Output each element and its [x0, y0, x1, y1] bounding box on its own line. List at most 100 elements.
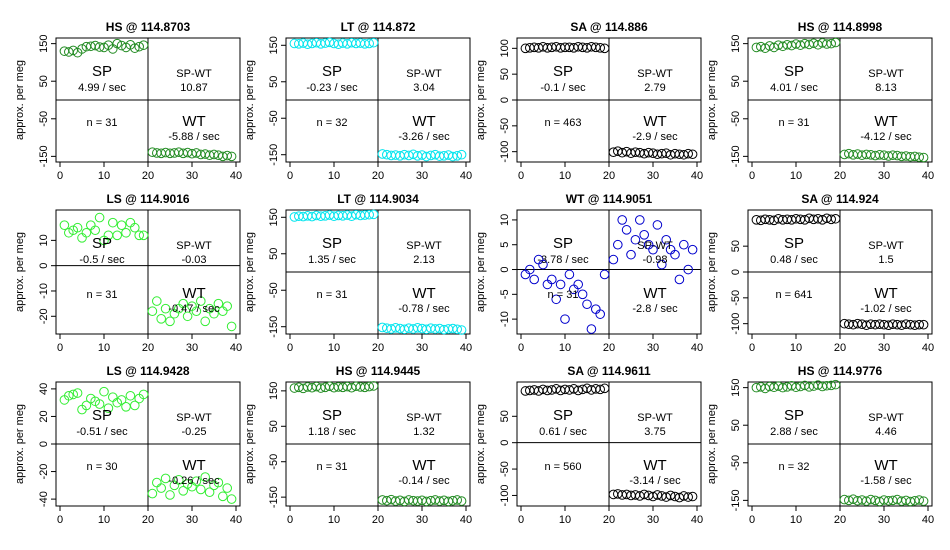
- x-tick-label: 20: [142, 342, 154, 354]
- sp-point: [595, 43, 606, 53]
- y-tick-label: -50: [268, 110, 280, 126]
- sp-point: [130, 222, 140, 233]
- x-tick-label: 20: [142, 170, 154, 182]
- sp-point: [368, 381, 379, 391]
- wt-label: WT: [643, 457, 666, 474]
- sp-label: SP: [92, 235, 112, 252]
- wt-point: [674, 274, 685, 285]
- sp-point: [564, 269, 575, 280]
- x-tick-label: 20: [834, 342, 846, 354]
- sp-point: [520, 269, 531, 280]
- wt-label: WT: [412, 285, 435, 302]
- y-tick-label: -100: [499, 141, 511, 163]
- sp-label: SP: [784, 63, 804, 80]
- y-axis-label: approx. per meg: [475, 60, 487, 140]
- wt-point: [683, 148, 694, 159]
- sp-slope-value: 0.61 / sec: [539, 426, 587, 438]
- y-axis-label: approx. per meg: [706, 60, 718, 140]
- wt-point: [914, 152, 925, 162]
- sp-point: [94, 212, 105, 223]
- sp-point: [555, 279, 566, 290]
- sp-wt-value: -0.03: [181, 254, 206, 266]
- wt-point: [452, 324, 463, 335]
- wt-point: [165, 316, 175, 327]
- sp-label: SP: [784, 235, 804, 252]
- sp-point: [364, 38, 375, 49]
- wt-point: [665, 490, 676, 501]
- wt-point: [196, 484, 206, 495]
- sp-point: [364, 209, 375, 220]
- y-tick-label: -50: [38, 111, 50, 127]
- x-tick-label: 0: [749, 514, 755, 526]
- wt-point: [683, 264, 694, 275]
- wt-point: [452, 495, 463, 505]
- panel: HS @ 114.8998 0 10 20 30 40 150 50 -50 -150 approx…: [706, 20, 934, 182]
- sp-point: [830, 37, 841, 48]
- sp-point: [99, 386, 109, 397]
- wt-point: [174, 475, 184, 485]
- panel: LS @ 114.9428 0 10 20 30 40 40 20 0 -20 -40 approx.…: [14, 364, 242, 526]
- y-tick-label: 150: [730, 378, 742, 396]
- wt-point: [635, 215, 645, 225]
- y-tick-label: 150: [38, 34, 50, 52]
- sp-point: [94, 42, 105, 52]
- x-tick-label: 30: [186, 170, 198, 182]
- sample-count: n = 641: [775, 289, 812, 301]
- wt-point: [608, 254, 619, 265]
- wt-label: WT: [643, 113, 666, 130]
- x-tick-label: 20: [834, 514, 846, 526]
- y-tick-label: -40: [38, 491, 50, 507]
- wt-point: [152, 296, 162, 306]
- x-tick-label: 30: [878, 342, 890, 354]
- sp-wt-label: SP-WT: [176, 240, 212, 252]
- sp-label: SP: [322, 235, 342, 252]
- x-tick-label: 0: [57, 514, 63, 526]
- y-tick-label: -150: [38, 145, 50, 167]
- y-tick-label: -50: [499, 118, 511, 134]
- sp-point: [130, 400, 140, 411]
- x-tick-label: 10: [790, 514, 802, 526]
- sample-count: n = 31: [317, 461, 348, 473]
- sp-wt-value: -0.25: [181, 426, 206, 438]
- wt-point: [670, 249, 680, 260]
- x-tick-label: 30: [647, 514, 659, 526]
- sample-count: n = 32: [779, 461, 810, 473]
- x-tick-label: 10: [98, 514, 110, 526]
- wt-point: [152, 477, 162, 488]
- y-axis-label: approx. per meg: [244, 60, 256, 140]
- sp-point: [86, 220, 96, 230]
- sp-wt-label: SP-WT: [176, 68, 212, 80]
- y-tick-label: 150: [268, 208, 280, 226]
- panel-title: HS @ 114.9445: [336, 364, 421, 378]
- wt-point: [204, 487, 215, 498]
- sp-point: [112, 230, 122, 241]
- sp-point: [586, 324, 597, 334]
- wt-point: [222, 483, 232, 493]
- sp-point: [595, 384, 606, 395]
- wt-point: [209, 308, 219, 319]
- sample-count: n = 31: [87, 117, 118, 129]
- wt-point: [652, 220, 663, 230]
- wt-label: WT: [643, 285, 666, 302]
- x-tick-label: 0: [57, 170, 63, 182]
- wt-slope-value: -3.14 / sec: [629, 475, 681, 487]
- wt-point: [213, 477, 224, 488]
- sp-point: [804, 382, 815, 392]
- x-tick-label: 10: [328, 170, 340, 182]
- sp-point: [529, 274, 540, 285]
- panel-title: WT @ 114.9051: [566, 192, 653, 206]
- wt-point: [178, 298, 188, 309]
- x-tick-label: 0: [57, 342, 63, 354]
- sample-count: n = 31: [548, 289, 579, 301]
- wt-point: [918, 319, 929, 330]
- y-tick-label: -50: [268, 282, 280, 298]
- sp-point: [560, 314, 570, 324]
- wt-label: WT: [182, 113, 205, 130]
- sp-wt-value: 1.32: [413, 426, 434, 438]
- sp-label: SP: [553, 407, 573, 424]
- panel-title: LS @ 114.9016: [106, 192, 189, 206]
- x-tick-label: 40: [460, 170, 472, 182]
- sp-wt-value: 10.87: [180, 82, 208, 94]
- wt-point: [226, 151, 237, 162]
- sp-wt-value: 4.46: [875, 426, 896, 438]
